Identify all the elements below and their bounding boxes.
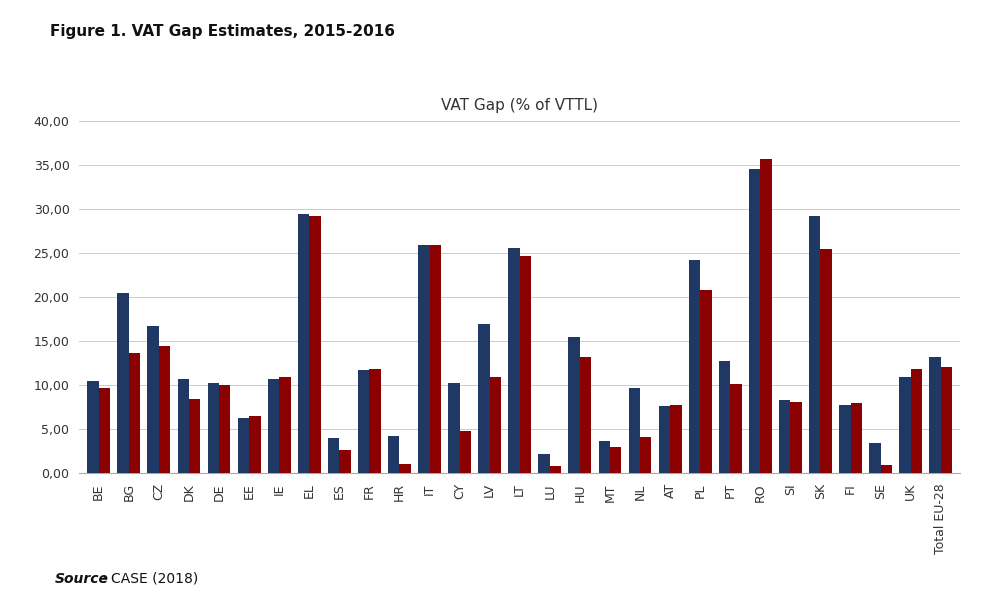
Bar — [418, 245, 430, 473]
Bar — [809, 215, 821, 473]
Bar — [267, 379, 279, 473]
Bar — [760, 159, 772, 473]
Bar — [790, 402, 802, 473]
Text: Figure 1. VAT Gap Estimates, 2015-2016: Figure 1. VAT Gap Estimates, 2015-2016 — [50, 24, 394, 39]
Bar — [539, 454, 549, 473]
Bar — [899, 376, 911, 473]
Bar — [599, 441, 610, 473]
Bar — [881, 465, 892, 473]
Bar — [580, 358, 591, 473]
Bar — [700, 290, 712, 473]
Bar — [719, 361, 731, 473]
Bar — [478, 324, 490, 473]
Bar — [399, 464, 411, 473]
Bar — [430, 245, 441, 473]
Bar — [459, 431, 471, 473]
Bar — [549, 466, 561, 473]
Bar — [731, 384, 742, 473]
Bar — [189, 399, 200, 473]
Bar — [610, 447, 622, 473]
Bar — [99, 388, 110, 473]
Text: : CASE (2018): : CASE (2018) — [102, 572, 198, 586]
Bar — [309, 217, 321, 473]
Text: Source: Source — [54, 572, 108, 586]
Bar — [340, 450, 350, 473]
Bar — [148, 325, 158, 473]
Bar — [821, 249, 832, 473]
Bar — [238, 418, 249, 473]
Bar — [748, 169, 760, 473]
Bar — [448, 383, 459, 473]
Bar — [208, 383, 219, 473]
Bar — [658, 405, 670, 473]
Bar — [520, 256, 532, 473]
Bar — [670, 405, 681, 473]
Bar — [129, 353, 141, 473]
Bar — [298, 214, 309, 473]
Bar — [118, 293, 129, 473]
Bar — [358, 370, 369, 473]
Bar — [158, 346, 170, 473]
Bar — [869, 443, 881, 473]
Bar — [641, 438, 651, 473]
Bar — [249, 416, 260, 473]
Bar — [490, 376, 501, 473]
Bar — [219, 385, 231, 473]
Bar — [940, 367, 952, 473]
Bar — [369, 368, 381, 473]
Bar — [508, 248, 520, 473]
Bar — [568, 337, 580, 473]
Bar — [850, 403, 862, 473]
Bar — [629, 388, 641, 473]
Bar — [328, 438, 340, 473]
Bar — [840, 405, 850, 473]
Bar — [930, 358, 940, 473]
Bar — [911, 368, 922, 473]
Bar — [177, 379, 189, 473]
Bar — [388, 436, 399, 473]
Bar — [779, 401, 790, 473]
Bar — [279, 376, 291, 473]
Title: VAT Gap (% of VTTL): VAT Gap (% of VTTL) — [442, 98, 598, 114]
Bar — [689, 260, 700, 473]
Bar — [87, 381, 99, 473]
